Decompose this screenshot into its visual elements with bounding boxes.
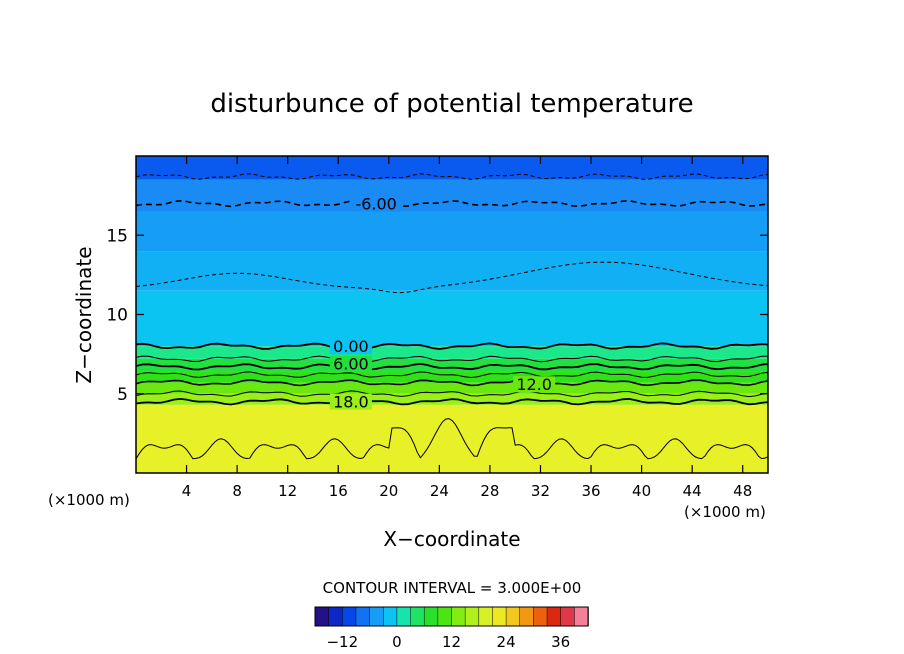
contour-line bbox=[136, 390, 768, 398]
colorbar-cell bbox=[342, 606, 357, 627]
y-tick-label: 5 bbox=[117, 385, 128, 405]
x-axis-label: X−coordinate bbox=[383, 527, 520, 551]
x-tick-label: 36 bbox=[581, 482, 600, 500]
x-unit-right: (×1000 m) bbox=[684, 503, 766, 521]
colorbar-tick-labels: −12 0 12 24 36 bbox=[326, 633, 570, 651]
colorbar-cell bbox=[464, 606, 480, 627]
colorbar-tick-label: 0 bbox=[392, 633, 402, 651]
x-axis-ticks: 4 8 12 16 20 24 28 32 36 40 44 48 bbox=[182, 156, 752, 500]
y-tick-label: 15 bbox=[106, 226, 128, 246]
contour-label-bg bbox=[329, 355, 372, 372]
colorbar-cell bbox=[505, 606, 521, 627]
colorbar-cell bbox=[519, 606, 535, 627]
field-band bbox=[136, 211, 768, 252]
colorbar-cell bbox=[574, 606, 589, 627]
contour-line bbox=[136, 342, 768, 350]
y-axis-ticks: 5 10 15 bbox=[106, 226, 768, 405]
contour-line bbox=[136, 199, 768, 208]
x-tick-label: 12 bbox=[278, 482, 297, 500]
colorbar-tick-label: 36 bbox=[551, 633, 570, 651]
colorbar-tick-label: 12 bbox=[442, 633, 461, 651]
contour-label: 0.00 bbox=[333, 337, 369, 356]
x-tick-label: 24 bbox=[430, 482, 449, 500]
x-unit-left: (×1000 m) bbox=[48, 491, 130, 509]
colorbar-cell bbox=[560, 606, 576, 627]
contour-line bbox=[136, 261, 768, 294]
y-tick-label: 10 bbox=[106, 306, 128, 326]
contour-line bbox=[136, 355, 768, 363]
colorbar-cell bbox=[451, 606, 466, 627]
color-field bbox=[136, 156, 768, 473]
contour-label-bg bbox=[329, 338, 372, 355]
x-tick-label: 16 bbox=[329, 482, 348, 500]
colorbar-cell bbox=[355, 606, 371, 627]
colorbar-cell bbox=[533, 606, 548, 627]
colorbar-cell bbox=[369, 606, 385, 627]
x-tick-label: 32 bbox=[531, 482, 550, 500]
contour-label: 18.0 bbox=[333, 393, 369, 412]
contour-label: -6.00 bbox=[355, 195, 396, 214]
field-band bbox=[136, 251, 768, 291]
contour-line bbox=[136, 363, 768, 371]
colorbar-tick-label: −12 bbox=[326, 633, 358, 651]
contour-line bbox=[136, 371, 768, 379]
colorbar-cell bbox=[437, 606, 453, 627]
chart-title: disturbunce of potential temperature bbox=[210, 89, 693, 119]
contour-lines bbox=[136, 173, 768, 460]
field-band bbox=[136, 404, 768, 473]
colorbar-tick-label: 24 bbox=[497, 633, 516, 651]
contour-labels: -6.00 0.006.00 12.0 18.0 bbox=[329, 195, 556, 412]
contour-label: 12.0 bbox=[516, 375, 552, 394]
x-tick-label: 40 bbox=[632, 482, 651, 500]
x-tick-label: 4 bbox=[182, 482, 192, 500]
field-band bbox=[136, 382, 768, 394]
x-tick-label: 44 bbox=[683, 482, 702, 500]
colorbar bbox=[314, 606, 589, 627]
field-band bbox=[136, 371, 768, 383]
colorbar-cell bbox=[383, 606, 398, 627]
x-tick-label: 20 bbox=[379, 482, 398, 500]
contour-label: 6.00 bbox=[333, 355, 369, 374]
colorbar-cell bbox=[314, 606, 330, 627]
contour-label-bg bbox=[350, 195, 402, 212]
y-axis-label: Z−coordinate bbox=[72, 246, 96, 383]
field-band bbox=[136, 179, 768, 212]
contour-label-bg bbox=[513, 376, 556, 393]
colorbar-cell bbox=[423, 606, 439, 627]
field-band bbox=[136, 156, 768, 180]
contour-line bbox=[136, 418, 768, 460]
x-tick-label: 48 bbox=[733, 482, 752, 500]
colorbar-cell bbox=[396, 606, 412, 627]
colorbar-cell bbox=[478, 606, 494, 627]
colorbar-cell bbox=[492, 606, 507, 627]
colorbar-cell bbox=[328, 606, 344, 627]
x-tick-label: 28 bbox=[480, 482, 499, 500]
contour-interval-text: CONTOUR INTERVAL = 3.000E+00 bbox=[323, 579, 582, 597]
colorbar-cell bbox=[546, 606, 562, 627]
contour-line bbox=[136, 173, 768, 180]
colorbar-cell bbox=[410, 606, 425, 627]
colorbar-frame bbox=[314, 606, 589, 627]
contour-line bbox=[136, 397, 768, 406]
contour-label-bg bbox=[329, 393, 372, 410]
field-band bbox=[136, 290, 768, 347]
x-tick-label: 8 bbox=[232, 482, 242, 500]
contour-line bbox=[136, 379, 768, 387]
